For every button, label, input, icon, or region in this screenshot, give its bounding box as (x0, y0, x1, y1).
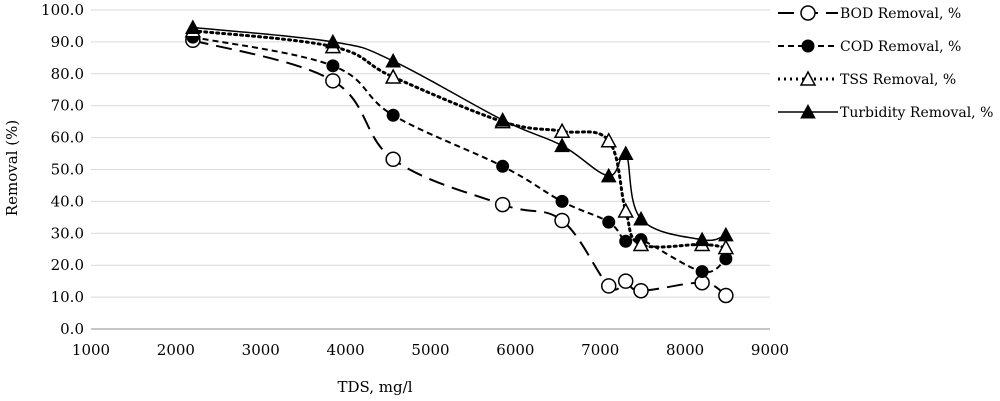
data-point (717, 239, 735, 255)
legend-label: BOD Removal, % (840, 6, 961, 22)
legend-entry: TSS Removal, % (778, 70, 956, 88)
y-tick-label: 30.0 (51, 224, 84, 242)
series (184, 19, 735, 304)
x-tick-label: 5000 (411, 341, 449, 359)
legend-marker (801, 39, 815, 53)
legend-marker (800, 103, 816, 119)
data-point (325, 73, 341, 89)
data-point (600, 278, 617, 294)
data-point (718, 226, 734, 242)
data-point (695, 265, 709, 279)
y-tick-label: 20.0 (51, 256, 84, 274)
data-point (385, 151, 401, 168)
y-tick-label: 40.0 (51, 192, 84, 210)
gridlines (91, 9, 770, 298)
data-point (386, 108, 400, 122)
data-point (554, 137, 570, 153)
legend-marker (800, 5, 816, 21)
x-tick-label: 6000 (496, 341, 534, 359)
y-tick-label: 50.0 (51, 161, 84, 179)
data-point (633, 210, 649, 226)
data-point (385, 52, 401, 68)
data-point (617, 273, 634, 289)
data-point (719, 252, 733, 266)
data-point (185, 19, 201, 35)
y-tick-label: 90.0 (51, 33, 84, 51)
axes: 0.0 10.0 20.0 30.0 40.0 50.0 60.0 70.0 80.0 90.0 1… (41, 1, 789, 359)
y-tick-label: 70.0 (51, 97, 84, 115)
data-point (633, 282, 649, 299)
data-point (326, 59, 340, 73)
x-axis-title: TDS, mg/l (338, 378, 413, 396)
legend-label: COD Removal, % (840, 39, 961, 55)
data-point (617, 145, 634, 161)
data-point (617, 202, 634, 218)
x-tick-label: 1000 (72, 341, 110, 359)
x-tick-label: 4000 (327, 341, 365, 359)
x-tick-label: 8000 (666, 341, 704, 359)
y-tick-label: 100.0 (41, 1, 84, 19)
legend-label: Turbidity Removal, % (840, 105, 993, 121)
y-tick-label: 60.0 (51, 129, 84, 147)
y-tick-label: 0.0 (60, 320, 84, 338)
data-point (384, 68, 402, 84)
y-tick-label: 10.0 (51, 288, 84, 306)
data-point (632, 235, 650, 252)
data-point (325, 33, 341, 49)
legend-entry: COD Removal, % (778, 39, 961, 55)
y-axis-title: Removal (%) (3, 120, 21, 216)
y-tick-label: 80.0 (51, 65, 84, 83)
data-point (694, 231, 710, 247)
x-tick-label: 2000 (157, 341, 195, 359)
data-point (600, 132, 617, 148)
series-line (192, 39, 727, 297)
series-3 (185, 19, 734, 247)
data-point (555, 194, 569, 208)
x-tick-label: 3000 (242, 341, 280, 359)
legend: BOD Removal, % COD Removal, % TSS Removal,… (778, 5, 993, 121)
data-point (602, 215, 616, 229)
series-line (191, 29, 728, 250)
data-point (718, 287, 734, 304)
data-point (553, 122, 571, 138)
series-1 (186, 30, 733, 279)
data-point (554, 212, 570, 229)
data-point (619, 234, 633, 248)
data-point (496, 159, 510, 173)
x-tick-label: 7000 (581, 341, 619, 359)
legend-entry: BOD Removal, % (778, 5, 961, 22)
data-point (494, 112, 511, 127)
legend-label: TSS Removal, % (840, 72, 956, 88)
data-point (494, 196, 511, 213)
data-point (600, 167, 617, 183)
legend-entry: Turbidity Removal, % (778, 103, 993, 121)
legend-marker (799, 70, 817, 86)
x-tick-label: 9000 (751, 341, 789, 359)
